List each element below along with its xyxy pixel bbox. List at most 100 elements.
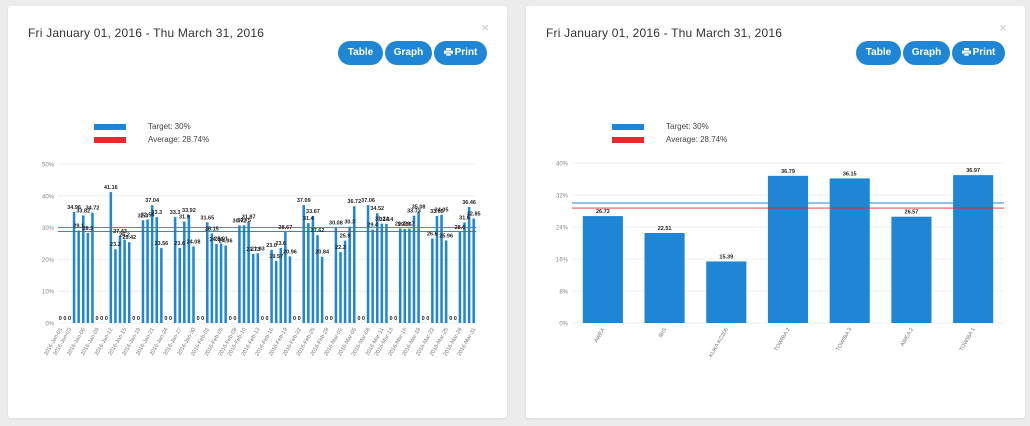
data-label: 24.08	[187, 239, 201, 245]
bar	[366, 205, 370, 323]
data-label: 29.7	[395, 222, 406, 228]
bar	[256, 253, 260, 323]
bar	[206, 222, 209, 323]
data-label: 32.3	[138, 213, 149, 219]
print-button[interactable]: Print	[434, 41, 487, 65]
graph-button[interactable]: Graph	[385, 41, 432, 65]
bar	[160, 248, 163, 323]
bar	[173, 217, 177, 323]
bar	[644, 232, 685, 323]
data-label: 0	[449, 316, 452, 322]
bar	[953, 175, 994, 323]
bar	[891, 216, 932, 323]
data-label: 0	[229, 316, 232, 322]
bar	[320, 256, 324, 323]
data-label: 31.87	[242, 215, 256, 221]
data-label: 0	[105, 316, 108, 322]
data-label: 31.9	[179, 215, 190, 221]
graph-button[interactable]: Graph	[903, 41, 950, 65]
y-tick-label: 30%	[42, 226, 55, 232]
data-label: 27.62	[311, 228, 325, 234]
data-label: 37.04	[145, 198, 160, 204]
data-label: 23.56	[154, 241, 168, 247]
data-label: 37.06	[361, 198, 375, 204]
average-swatch	[612, 137, 644, 143]
data-label: 0	[164, 316, 167, 322]
y-tick-label: 40%	[556, 162, 569, 168]
bar	[219, 243, 223, 323]
bar	[224, 245, 227, 323]
average-swatch	[94, 137, 126, 143]
data-label: 20.84	[315, 250, 330, 256]
bar	[444, 240, 448, 323]
bar	[251, 253, 255, 323]
data-label: 29.1	[73, 223, 84, 229]
y-tick-label: 16%	[556, 258, 569, 264]
print-button[interactable]: Print	[952, 41, 1005, 65]
bar	[403, 228, 407, 323]
bar	[141, 220, 145, 323]
bar	[270, 249, 273, 323]
data-label: 0	[233, 316, 236, 322]
data-label: 0	[357, 316, 360, 322]
data-label: 24.36	[219, 239, 233, 245]
bar	[178, 247, 181, 323]
x-tick-label: AWEA 2	[900, 327, 915, 348]
x-tick-label: TOWIBA 1	[959, 327, 977, 352]
bar	[706, 261, 747, 323]
data-label: 33.73	[407, 209, 421, 215]
data-label: 23.0	[266, 243, 277, 249]
legend-average-label: Average: 28.74%	[666, 135, 728, 144]
machine-chart-panel: Fri January 01, 2016 - Thu March 31, 201…	[526, 6, 1025, 418]
data-label: 29.7	[404, 222, 415, 228]
data-label: 32.85	[467, 212, 481, 218]
close-icon[interactable]: ×	[481, 20, 489, 35]
data-label: 35.08	[412, 204, 426, 210]
bar	[192, 246, 195, 323]
bar	[398, 228, 402, 323]
y-tick-label: 0%	[559, 322, 568, 328]
bar	[307, 223, 310, 323]
data-label: 0	[169, 316, 172, 322]
data-label: 33.82	[76, 208, 90, 214]
data-label: 36.79	[781, 169, 795, 175]
data-label: 0	[137, 316, 140, 322]
bar	[114, 249, 117, 323]
bar	[274, 260, 278, 323]
x-tick-label: TOWIBA 3	[835, 327, 853, 352]
data-label: 31.14	[380, 217, 395, 223]
table-button[interactable]: Table	[338, 41, 383, 65]
table-button[interactable]: Table	[856, 41, 901, 65]
bar	[472, 218, 475, 323]
bar	[417, 211, 420, 323]
data-label: 31.4	[303, 216, 315, 222]
bar	[582, 216, 623, 323]
close-icon[interactable]: ×	[999, 20, 1007, 35]
bar	[302, 205, 306, 323]
bar	[155, 217, 159, 323]
bar	[316, 235, 319, 323]
bar	[215, 243, 218, 323]
data-label: 30.72	[233, 218, 247, 224]
data-label: 15.39	[719, 254, 733, 260]
data-label: 33.3	[170, 210, 181, 216]
daily-chart-panel: Fri January 01, 2016 - Thu March 31, 201…	[8, 6, 507, 418]
data-label: 26.2	[119, 233, 130, 239]
data-label: 33.65	[430, 209, 444, 215]
data-label: 0	[293, 316, 296, 322]
data-label: 29.4	[367, 223, 379, 229]
data-label: 21.93	[251, 246, 265, 252]
y-tick-label: 40%	[42, 194, 55, 200]
bar	[123, 239, 126, 323]
y-tick-label: 50%	[42, 163, 55, 169]
bar	[435, 215, 439, 323]
data-label: 21.73	[246, 247, 260, 253]
date-range-title: Fri January 01, 2016 - Thu March 31, 201…	[546, 26, 783, 40]
data-label: 31.24	[375, 217, 390, 223]
data-label: 0	[265, 316, 268, 322]
data-label: 26.57	[905, 210, 919, 216]
y-tick-label: 24%	[556, 226, 569, 232]
data-label: 0	[389, 316, 392, 322]
data-label: 20.96	[283, 249, 297, 255]
target-swatch	[612, 124, 644, 130]
